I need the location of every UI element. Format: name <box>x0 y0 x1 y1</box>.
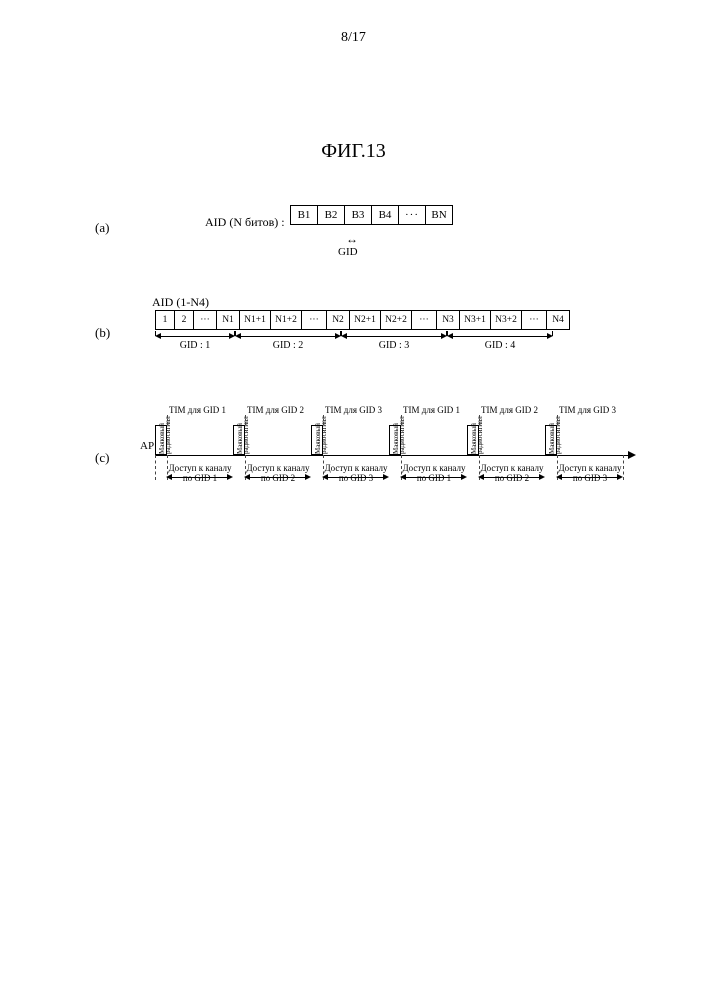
tim-label: TIM для GID 1 <box>403 405 460 415</box>
page: 8/17 ФИГ.13 (a) AID (N битов) : B1B2B3B4… <box>0 0 707 1000</box>
tim-label: TIM для GID 2 <box>247 405 304 415</box>
ap-label: AP <box>140 440 154 452</box>
aid-cell: N1 <box>216 310 239 330</box>
tim-label: TIM для GID 1 <box>169 405 226 415</box>
aid-cell: N4 <box>546 310 570 330</box>
timeline: МаяковыйрадиосигналTIM для GID 1Доступ к… <box>155 405 635 505</box>
panel-a-label: (a) <box>95 220 109 236</box>
tim-dash <box>323 415 324 425</box>
figure-title: ФИГ.13 <box>0 140 707 163</box>
tim-dash <box>167 415 168 425</box>
tim-dash <box>479 415 480 425</box>
tim-dash <box>401 415 402 425</box>
beacon-label: радиосигнал <box>243 424 249 454</box>
aid-cell: ··· <box>301 310 326 330</box>
tim-dash <box>557 415 558 425</box>
tim-label: TIM для GID 2 <box>481 405 538 415</box>
gid-group: GID : 4 <box>447 332 553 343</box>
segment-divider <box>155 455 156 480</box>
panel-c-label: (c) <box>95 450 109 466</box>
aid-cell: 1 <box>155 310 174 330</box>
aid-n-bits-label: AID (N битов) : <box>205 215 285 230</box>
beacon-label: радиосигнал <box>399 424 405 454</box>
bit-cell: B1 <box>290 205 317 225</box>
beacon-label: радиосигнал <box>165 424 171 454</box>
segment-divider <box>623 455 624 480</box>
access-label: Доступ к каналупо GID 1 <box>399 463 469 483</box>
gid-group-label: GID : 3 <box>341 340 447 351</box>
gid-arrow-icon: ↔ <box>322 232 382 247</box>
access-label: Доступ к каналупо GID 3 <box>555 463 625 483</box>
access-label: Доступ к каналупо GID 2 <box>477 463 547 483</box>
aid-range-label: AID (1-N4) <box>152 295 209 310</box>
tim-dash <box>245 415 246 425</box>
axis-arrow-icon <box>628 451 636 459</box>
time-axis <box>155 455 630 456</box>
bit-cell: BN <box>425 205 453 225</box>
gid-group: GID : 1 <box>155 332 235 343</box>
gid-group-label: GID : 1 <box>155 340 235 351</box>
page-number: 8/17 <box>0 30 707 46</box>
aid-cell: N3+1 <box>459 310 490 330</box>
aid-cell: N3 <box>436 310 459 330</box>
gid-group: GID : 2 <box>235 332 341 343</box>
aid-cell: N3+2 <box>490 310 521 330</box>
aid-cell: N2 <box>326 310 349 330</box>
aid-bit-row: B1B2B3B4···BN <box>290 205 453 225</box>
aid-cell: N2+1 <box>349 310 380 330</box>
gid-group: GID : 3 <box>341 332 447 343</box>
bit-cell: ··· <box>398 205 425 225</box>
access-label: Доступ к каналупо GID 3 <box>321 463 391 483</box>
gid-group-label: GID : 2 <box>235 340 341 351</box>
aid-cell: N1+2 <box>270 310 301 330</box>
aid-cell: N2+2 <box>380 310 411 330</box>
tim-label: TIM для GID 3 <box>325 405 382 415</box>
aid-cell: 2 <box>174 310 193 330</box>
bit-cell: B4 <box>371 205 398 225</box>
beacon-label: радиосигнал <box>555 424 561 454</box>
panel-b-label: (b) <box>95 325 110 341</box>
tim-label: TIM для GID 3 <box>559 405 616 415</box>
aid-cell: ··· <box>411 310 436 330</box>
bit-cell: B3 <box>344 205 371 225</box>
access-label: Доступ к каналупо GID 1 <box>165 463 235 483</box>
beacon-label: радиосигнал <box>321 424 327 454</box>
aid-cells-row: 12···N1N1+1N1+2···N2N2+1N2+2···N3N3+1N3+… <box>155 310 570 330</box>
aid-cell: ··· <box>193 310 216 330</box>
aid-cell: N1+1 <box>239 310 270 330</box>
beacon-label: радиосигнал <box>477 424 483 454</box>
aid-cell: ··· <box>521 310 546 330</box>
access-label: Доступ к каналупо GID 2 <box>243 463 313 483</box>
gid-label: GID <box>338 246 358 258</box>
gid-group-label: GID : 4 <box>447 340 553 351</box>
bit-cell: B2 <box>317 205 344 225</box>
